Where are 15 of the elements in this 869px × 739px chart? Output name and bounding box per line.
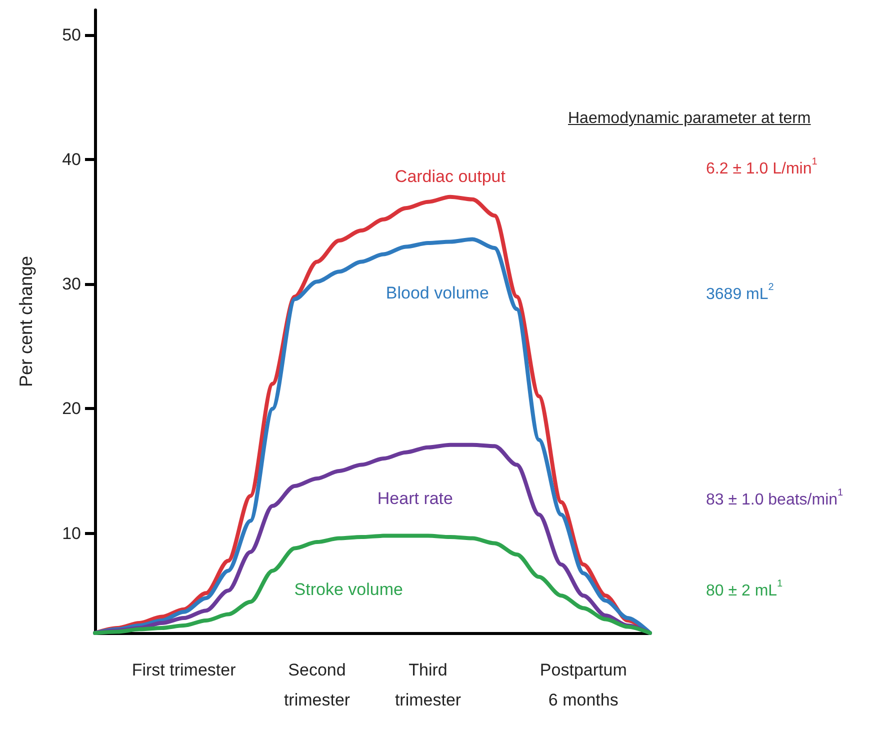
series-label: Blood volume [386, 283, 489, 302]
y-tick-label: 20 [62, 399, 81, 418]
x-tick-label: First trimester [132, 660, 236, 680]
y-tick-label: 30 [62, 274, 81, 294]
x-tick-label: Third trimester [394, 660, 462, 710]
y-tick-label: 50 [62, 25, 81, 44]
y-tick-label: 40 [62, 150, 81, 170]
series-label: Stroke volume [294, 580, 403, 599]
y-tick-label: 10 [62, 524, 81, 543]
annotation: Haemodynamic parameter at term [568, 110, 811, 128]
series-label: Heart rate [377, 488, 453, 508]
x-tick-label: Second trimester [284, 660, 350, 710]
x-tick-label: Postpartum 6 months [540, 660, 627, 710]
y-axis-title: Per cent change [16, 256, 36, 388]
series-label: Cardiac output [394, 166, 506, 186]
